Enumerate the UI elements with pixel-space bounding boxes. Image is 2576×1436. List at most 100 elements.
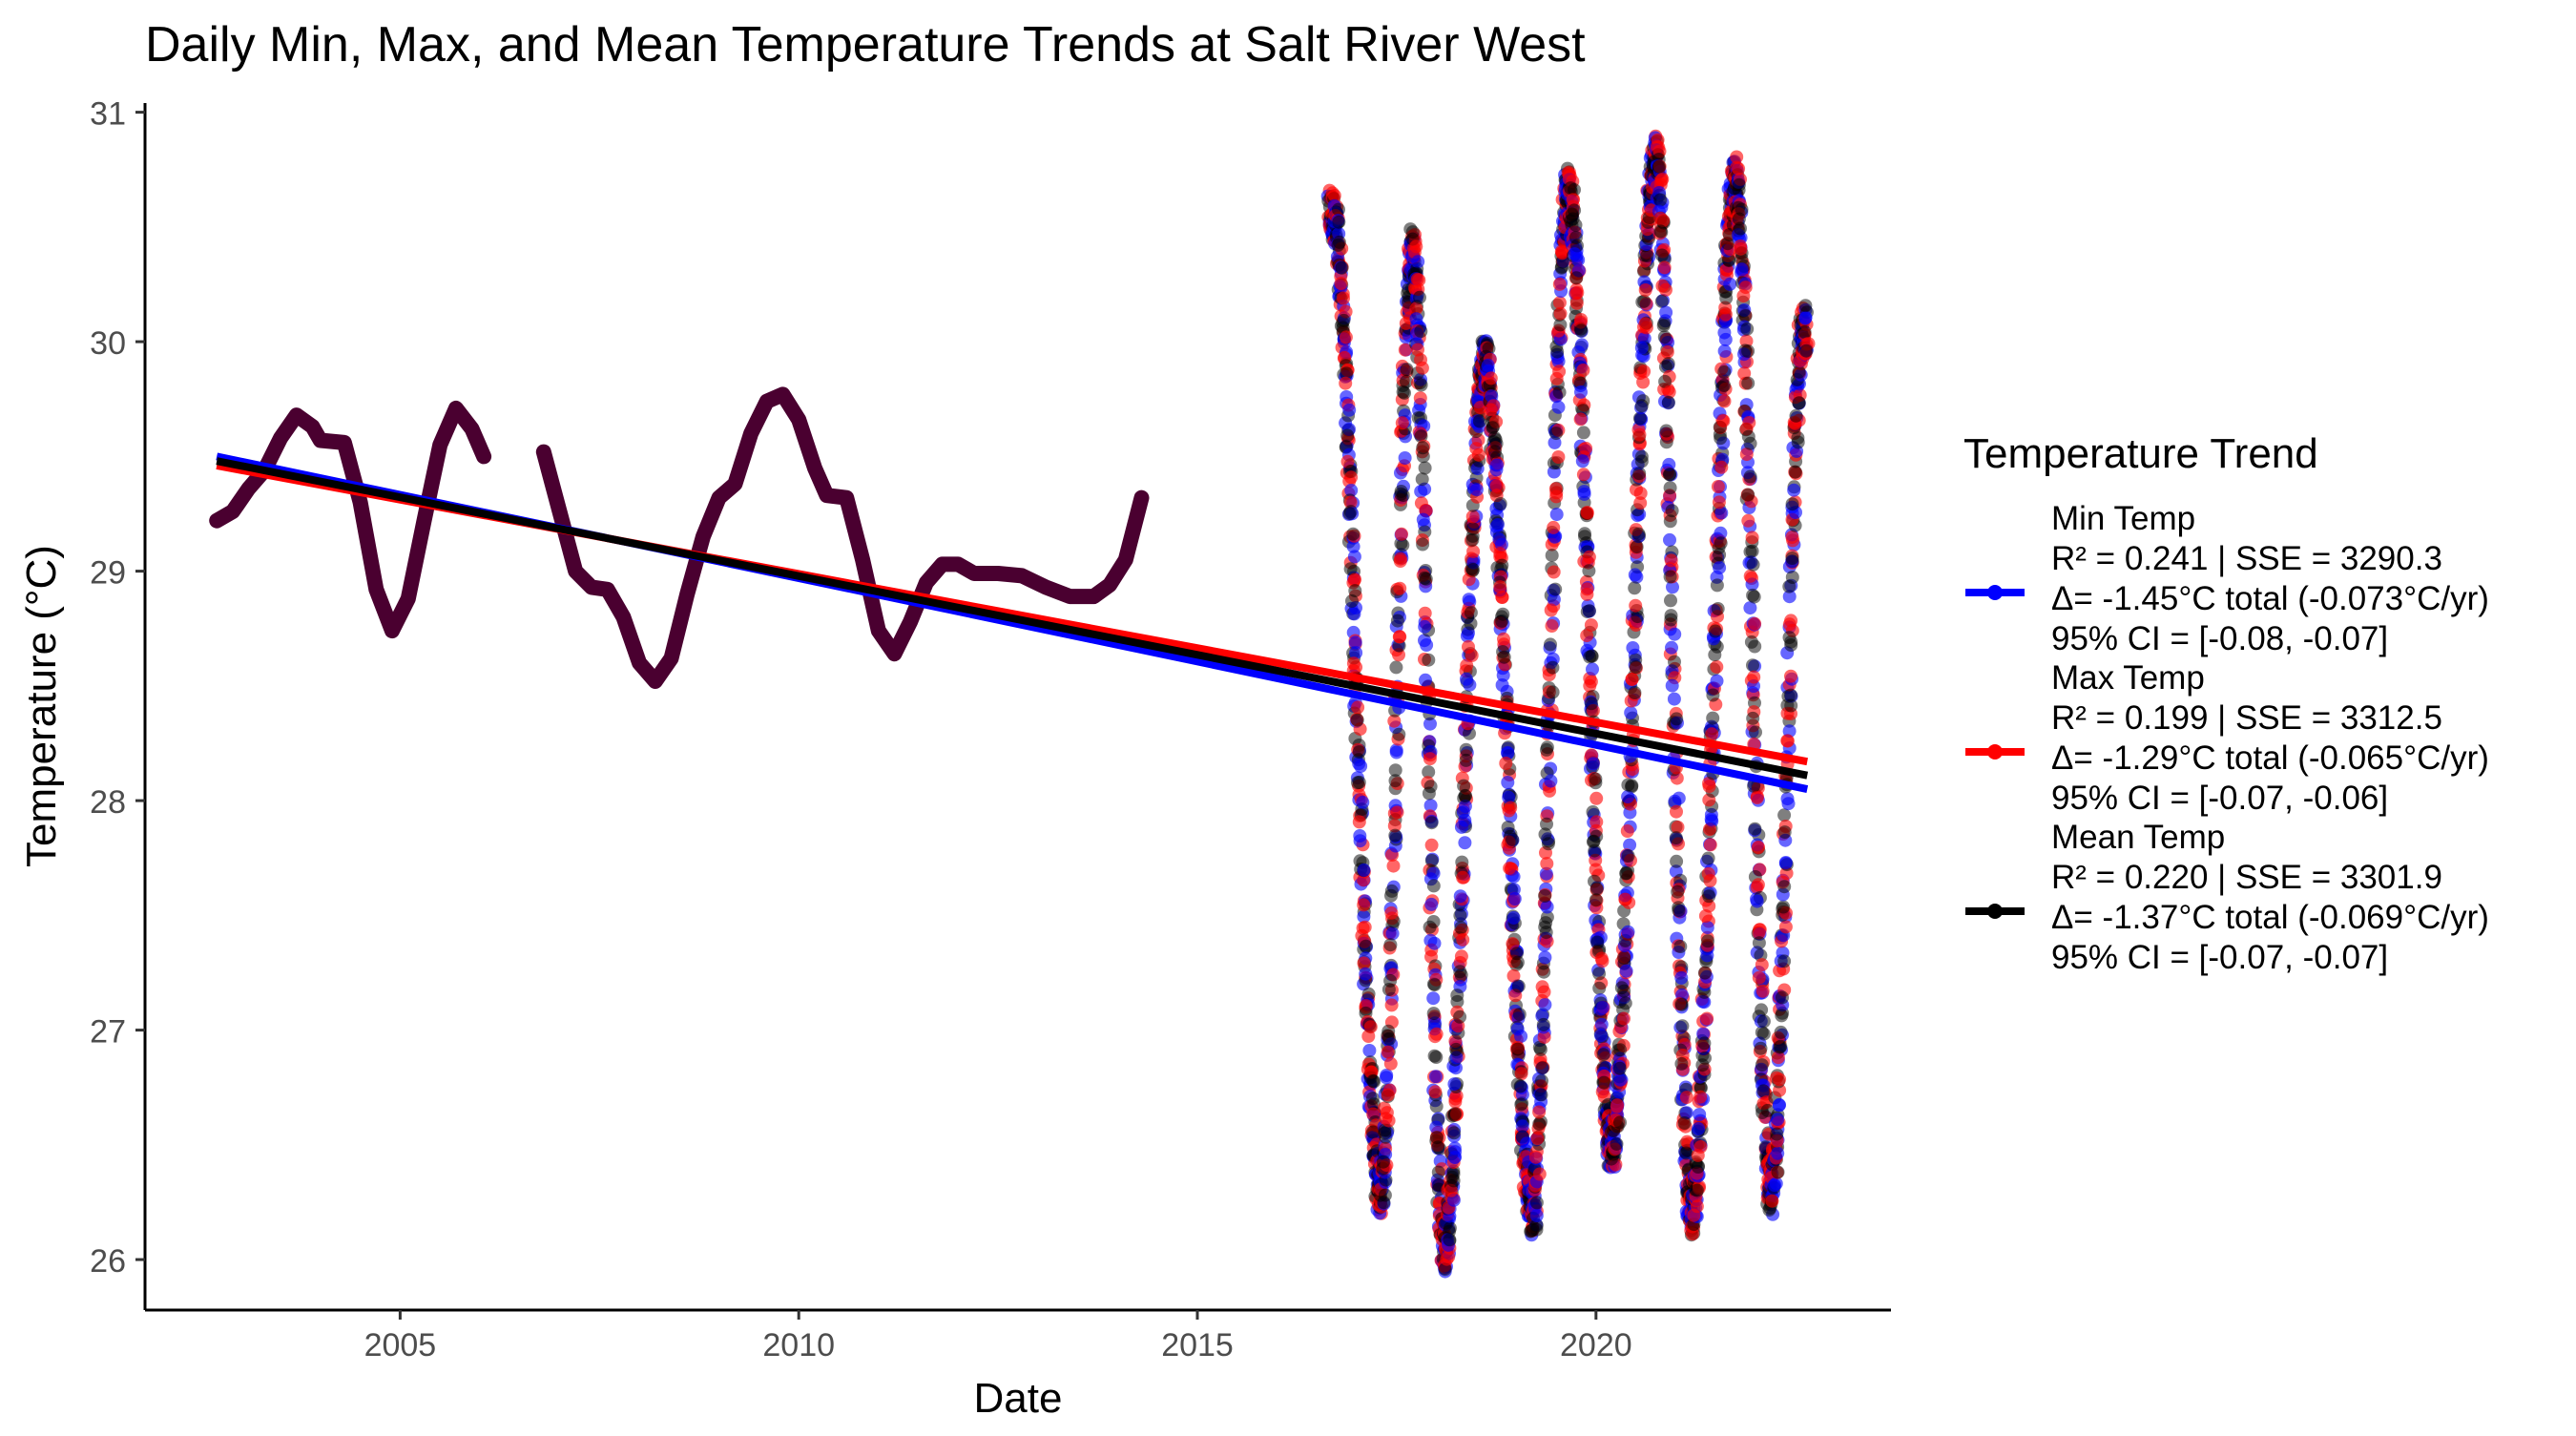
mean-temp-point [1465,532,1480,547]
early-period-points [535,386,1150,689]
mean-temp-point [1532,1116,1547,1131]
max-temp-point [1580,629,1594,643]
max-temp-point [1456,870,1470,884]
min-temp-point [1659,305,1673,320]
max-temp-point [1584,675,1598,689]
mean-temp-point [1776,900,1791,914]
mean-temp-point [1632,467,1647,481]
mean-temp-point [1741,344,1755,358]
mean-temp-point [1416,441,1430,455]
max-temp-point [1773,1072,1787,1087]
mean-temp-point [1453,908,1467,923]
min-temp-point [1692,1122,1706,1135]
mean-temp-point [1634,449,1649,464]
max-temp-point [1424,838,1439,852]
mean-temp-point [1454,921,1468,935]
mean-temp-point [1367,1097,1381,1112]
max-temp-point [1711,480,1725,493]
mean-temp-point [1711,602,1725,615]
x-tick-label: 2010 [762,1327,835,1363]
mean-temp-point [1540,817,1553,831]
mean-temp-point [1717,378,1732,392]
max-temp-point [1765,1194,1779,1208]
max-temp-point [1548,482,1563,496]
min-temp-point [1502,790,1516,804]
max-temp-point [1576,364,1590,377]
mean-temp-point [1777,825,1792,840]
legend-entry-text: R² = 0.241 | SSE = 3290.3 [2051,540,2442,577]
mean-temp-point [1589,882,1604,896]
min-temp-point [1668,627,1682,641]
mean-temp-point [1617,950,1631,965]
min-temp-point [1665,640,1678,655]
max-temp-point [1429,1027,1444,1041]
mean-temp-point [1784,688,1797,702]
mean-temp-point [1746,557,1760,572]
min-temp-point [1427,936,1442,950]
max-temp-point [1551,450,1566,464]
legend-entry-text: R² = 0.220 | SSE = 3301.9 [2051,859,2442,896]
mean-temp-point [1677,1116,1692,1130]
min-temp-point [1380,1069,1394,1082]
y-tick-label: 27 [90,1014,126,1051]
min-temp-point [1714,526,1728,540]
mean-temp-point [1510,955,1525,969]
min-temp-point [1714,506,1729,520]
max-temp-point [1344,470,1359,485]
max-temp-point [1730,150,1744,164]
max-temp-point [1778,920,1793,934]
mean-temp-point [1453,965,1467,979]
min-temp-point [1426,991,1441,1006]
mean-temp-point [1418,461,1432,475]
mean-temp-point [1352,745,1366,760]
mean-temp-point [1669,831,1683,845]
min-temp-point [1348,635,1362,650]
mean-temp-point [1708,624,1722,638]
min-temp-point [1529,1209,1544,1222]
mean-temp-point [1335,260,1349,275]
min-temp-point [1549,508,1564,522]
min-temp-point [1447,1151,1462,1164]
min-temp-point [1768,1178,1781,1192]
mean-temp-point [1741,376,1755,390]
max-temp-point [1339,330,1353,344]
mean-temp-point [1743,436,1757,450]
mean-temp-point [1710,578,1724,593]
mean-temp-point [1785,552,1799,565]
mean-temp-point [1668,655,1681,669]
mean-temp-point [1367,1074,1381,1089]
mean-temp-point [1592,981,1607,995]
min-temp-point [1778,856,1793,869]
y-axis-title: Temperature (°C) [18,545,65,867]
mean-temp-point [1458,788,1472,802]
y-axis-ticks: 26 27 28 29 30 31 [90,96,145,1280]
max-temp-point [1352,815,1366,829]
mean-temp-point [1337,313,1351,327]
mean-temp-point [1378,1126,1392,1140]
mean-temp-point [1670,712,1684,726]
mean-temp-point [1774,1039,1788,1053]
mean-temp-point [1430,1131,1444,1145]
mean-temp-point [1589,893,1603,907]
max-temp-point [1633,487,1648,500]
max-temp-point [1383,1056,1398,1071]
max-temp-point [1471,447,1485,462]
y-tick-label: 28 [90,784,126,821]
max-temp-point [1393,630,1407,644]
max-temp-point [1589,791,1604,805]
mean-temp-point [1568,203,1582,218]
mean-temp-point [1548,582,1563,596]
mean-temp-point [1618,996,1632,1010]
max-temp-point [1552,277,1567,291]
x-tick-label: 2015 [1161,1327,1234,1363]
mean-temp-point [1394,485,1408,498]
mean-temp-point [1663,468,1677,482]
min-temp-point [1782,590,1797,604]
min-temp-point [1347,607,1361,621]
min-temp-point [1679,1106,1693,1120]
min-temp-point [1662,457,1676,471]
min-temp-point [1577,485,1591,499]
x-tick-label: 2020 [1560,1327,1632,1363]
